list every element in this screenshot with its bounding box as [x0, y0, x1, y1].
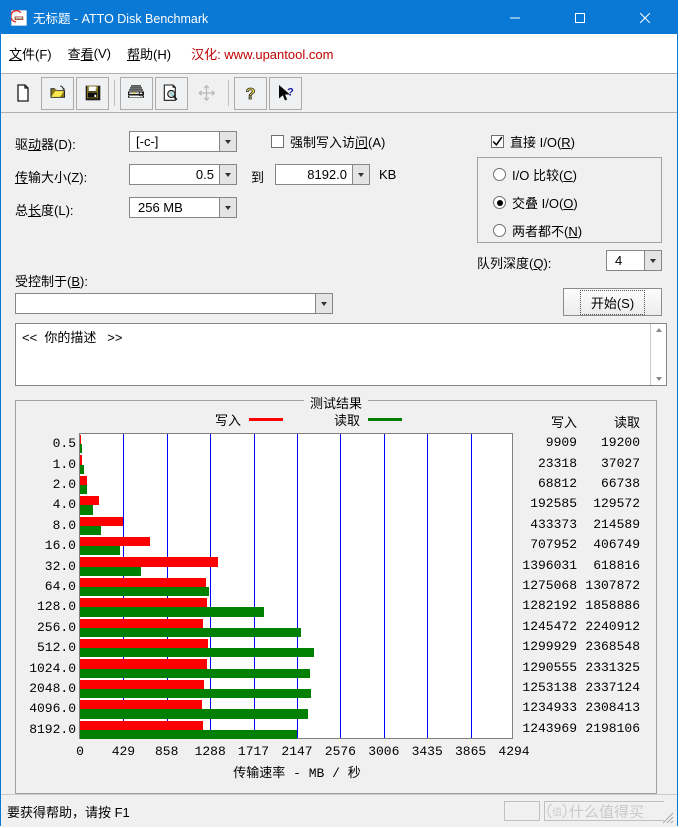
svg-text:ATTO: ATTO — [16, 17, 22, 20]
svg-text:?: ? — [287, 87, 294, 99]
svg-text:?: ? — [245, 86, 255, 103]
svg-text:值: 值 — [552, 806, 562, 819]
